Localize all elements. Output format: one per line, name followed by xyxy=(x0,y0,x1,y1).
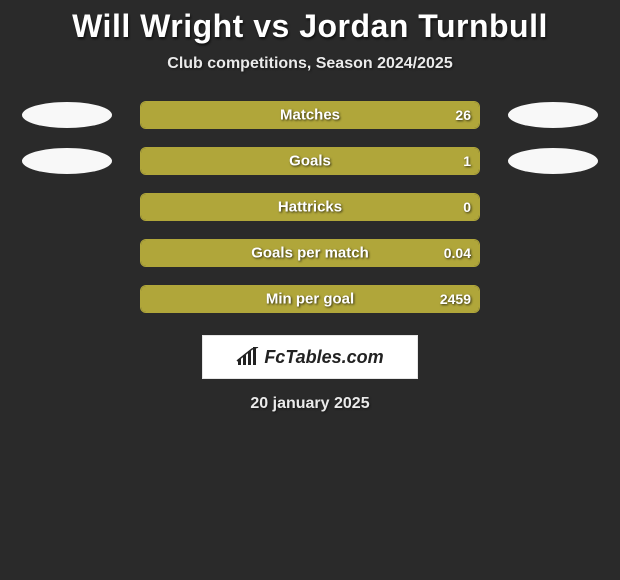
stat-value: 26 xyxy=(455,107,471,123)
stat-bar: Goals 1 xyxy=(140,147,480,175)
bar-chart-icon xyxy=(236,347,260,367)
logo-text: FcTables.com xyxy=(264,347,383,368)
stat-value: 1 xyxy=(463,153,471,169)
stat-label: Goals xyxy=(289,153,331,170)
stat-bar: Goals per match 0.04 xyxy=(140,239,480,267)
stat-bar: Hattricks 0 xyxy=(140,193,480,221)
stat-row: Goals per match 0.04 xyxy=(10,239,610,267)
stats-list: Matches 26 Goals 1 Hattricks 0 Goals per match… xyxy=(0,101,620,313)
stat-value: 0 xyxy=(463,199,471,215)
stat-bar: Matches 26 xyxy=(140,101,480,129)
stat-value: 0.04 xyxy=(444,245,471,261)
stat-bar: Min per goal 2459 xyxy=(140,285,480,313)
stat-value: 2459 xyxy=(440,291,471,307)
stat-label: Min per goal xyxy=(266,291,354,308)
stat-row: Hattricks 0 xyxy=(10,193,610,221)
snapshot-date: 20 january 2025 xyxy=(0,395,620,413)
stat-label: Hattricks xyxy=(278,199,342,216)
player-photo-right xyxy=(508,148,598,174)
player-photo-right xyxy=(508,102,598,128)
comparison-card: Will Wright vs Jordan Turnbull Club comp… xyxy=(0,0,620,413)
stat-label: Matches xyxy=(280,107,340,124)
stat-row: Min per goal 2459 xyxy=(10,285,610,313)
stat-row: Goals 1 xyxy=(10,147,610,175)
stat-row: Matches 26 xyxy=(10,101,610,129)
stat-label: Goals per match xyxy=(251,245,369,262)
fctables-logo[interactable]: FcTables.com xyxy=(202,335,418,379)
player-photo-left xyxy=(22,102,112,128)
subtitle: Club competitions, Season 2024/2025 xyxy=(0,55,620,73)
player-photo-left xyxy=(22,148,112,174)
page-title: Will Wright vs Jordan Turnbull xyxy=(0,8,620,45)
